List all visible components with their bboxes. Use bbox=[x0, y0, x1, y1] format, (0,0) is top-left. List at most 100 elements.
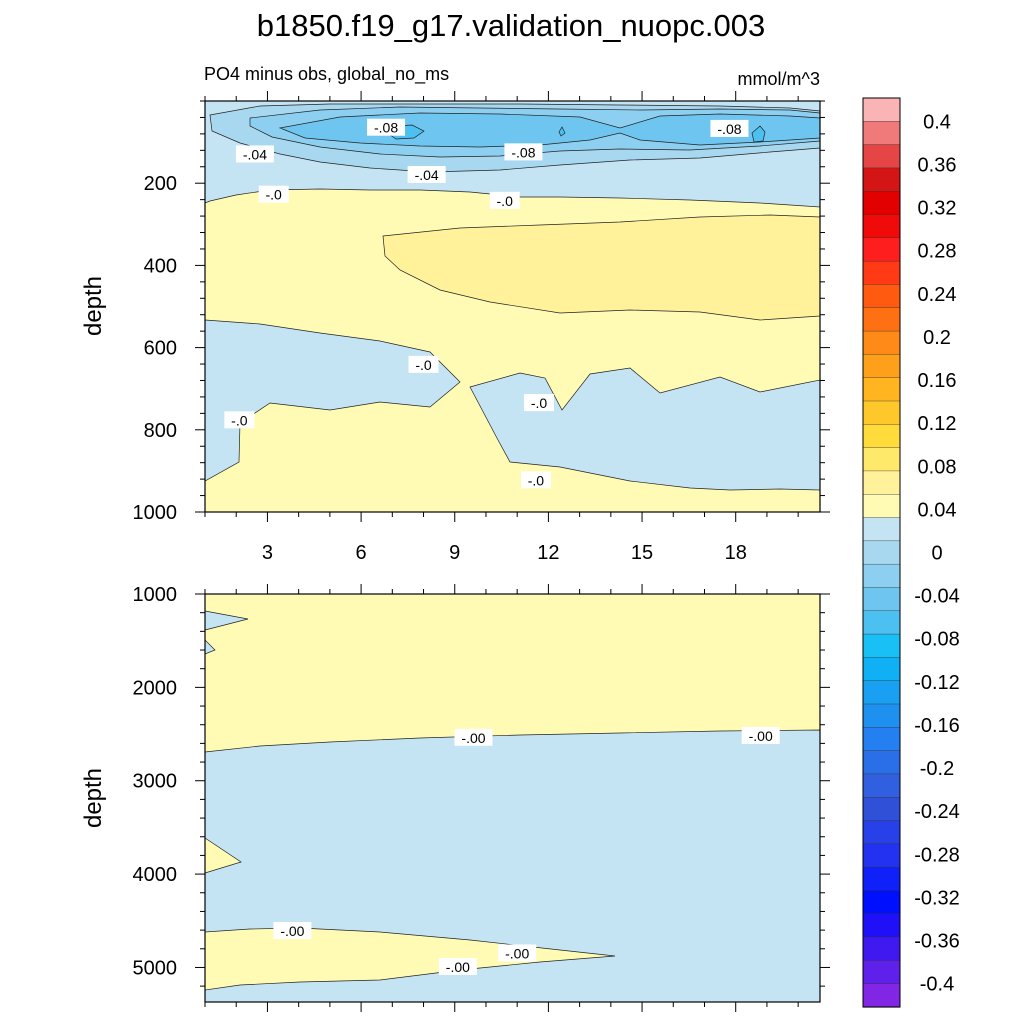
colorbar-swatch bbox=[862, 773, 901, 798]
x-tick-label: 3 bbox=[262, 542, 273, 564]
contour-label: -.00 bbox=[498, 944, 537, 962]
svg-text:-.0: -.0 bbox=[528, 472, 545, 488]
colorbar-label: 0.32 bbox=[918, 198, 957, 220]
lower-frame bbox=[204, 593, 821, 1003]
colorbar-swatch bbox=[862, 167, 901, 192]
x-tick-label: 9 bbox=[449, 542, 460, 564]
lower-panel: -.00 -.00 -.00 -.00 -.00 1000 2000 3000 4000 500… bbox=[80, 584, 830, 1012]
lower-ticks: 1000 2000 3000 4000 5000 bbox=[133, 584, 830, 1012]
colorbar-label: -0.28 bbox=[914, 844, 960, 866]
colorbar-label: -0.12 bbox=[914, 672, 960, 694]
colorbar-label: 0.28 bbox=[918, 241, 957, 263]
contour-label: -.00 bbox=[454, 728, 493, 746]
upper-fill-core-mid bbox=[558, 126, 566, 137]
colorbar-swatch bbox=[862, 214, 901, 239]
upper-fill-core-right bbox=[751, 125, 766, 143]
svg-text:-.08: -.08 bbox=[511, 144, 535, 160]
svg-text:-.04: -.04 bbox=[243, 146, 267, 162]
svg-text:-.0: -.0 bbox=[266, 187, 283, 203]
colorbar-swatch bbox=[862, 237, 901, 262]
colorbar-label: -0.08 bbox=[914, 629, 960, 651]
svg-text:-.0: -.0 bbox=[497, 193, 514, 209]
colorbar-label: 0.04 bbox=[918, 499, 957, 521]
svg-text:-.00: -.00 bbox=[505, 945, 529, 961]
y-tick-label: 3000 bbox=[133, 771, 178, 793]
contour-label: -.0 bbox=[520, 471, 551, 489]
svg-text:-.00: -.00 bbox=[749, 728, 773, 744]
svg-text:-.08: -.08 bbox=[717, 121, 741, 137]
colorbar-swatch bbox=[862, 447, 901, 472]
colorbar-swatch bbox=[862, 657, 901, 682]
colorbar-swatch bbox=[862, 913, 901, 938]
svg-text:-.0: -.0 bbox=[231, 412, 248, 428]
upper-ticks: 3 6 9 12 15 18 200 400 600 800 1000 bbox=[133, 91, 830, 564]
colorbar-label: 0.12 bbox=[918, 413, 957, 435]
colorbar-swatch bbox=[862, 144, 901, 169]
figure-title: b1850.f19_g17.validation_nuopc.003 bbox=[257, 8, 766, 43]
upper-contour-labels: -.08 -.08 -.08 -.04 -.04 -.0 -.0 -.0 -.0 -.0 -.0 bbox=[224, 118, 749, 489]
upper-frame bbox=[204, 100, 821, 513]
colorbar-swatch bbox=[862, 727, 901, 752]
svg-text:-.04: -.04 bbox=[415, 167, 439, 183]
colorbar-label: 0.4 bbox=[923, 111, 951, 133]
y-tick-label: 2000 bbox=[133, 677, 178, 699]
contour-label: -.08 bbox=[504, 143, 543, 161]
upper-panel: -.08 -.08 -.08 -.04 -.04 -.0 -.0 -.0 -.0 -.0 -.0 3… bbox=[80, 91, 830, 564]
colorbar-swatch bbox=[862, 191, 901, 216]
y-tick-label: 600 bbox=[144, 338, 177, 360]
contour-label: -.0 bbox=[408, 355, 439, 373]
upper-ylabel: depth bbox=[80, 276, 107, 336]
units-label: mmol/m^3 bbox=[738, 69, 820, 89]
svg-text:-.00: -.00 bbox=[280, 923, 304, 939]
panel-subtitle: PO4 minus obs, global_no_ms bbox=[204, 64, 449, 85]
colorbar-label: 0.2 bbox=[923, 327, 951, 349]
y-tick-label: 800 bbox=[144, 420, 177, 442]
colorbar-swatch bbox=[862, 470, 901, 495]
colorbar-label: 0 bbox=[931, 543, 942, 565]
y-tick-label: 200 bbox=[144, 173, 177, 195]
colorbar-label: -0.2 bbox=[920, 758, 954, 780]
colorbar-swatch bbox=[862, 354, 901, 379]
colorbar-swatch bbox=[862, 260, 901, 286]
colorbar-swatch bbox=[862, 610, 901, 635]
upper-fill-band-c bbox=[278, 112, 821, 148]
colorbar-label: -0.24 bbox=[914, 801, 960, 823]
contour-label: -.08 bbox=[367, 118, 406, 136]
x-tick-label: 12 bbox=[537, 542, 559, 564]
colorbar-swatch bbox=[862, 377, 901, 402]
contour-label: -.0 bbox=[258, 185, 289, 203]
x-tick-label: 6 bbox=[356, 542, 367, 564]
colorbar-swatch bbox=[862, 563, 901, 589]
colorbar-label: -0.36 bbox=[914, 931, 960, 953]
contour-label: -.00 bbox=[273, 922, 312, 940]
colorbar-swatch bbox=[862, 750, 901, 775]
colorbar-swatch bbox=[862, 703, 901, 728]
colorbar-swatch bbox=[862, 587, 901, 612]
colorbar-swatch bbox=[862, 400, 901, 425]
contour-label: -.00 bbox=[438, 957, 477, 975]
svg-text:-.0: -.0 bbox=[415, 357, 432, 373]
contour-label: -.08 bbox=[710, 119, 749, 137]
colorbar-label: 0.16 bbox=[918, 370, 957, 392]
colorbar-swatch bbox=[862, 820, 901, 845]
svg-text:-.00: -.00 bbox=[461, 730, 485, 746]
colorbar-label: -0.4 bbox=[920, 974, 954, 996]
lower-fill-deep-negative bbox=[204, 729, 821, 1003]
colorbar-swatch bbox=[862, 680, 901, 705]
colorbar-swatch bbox=[862, 494, 901, 519]
y-tick-label: 5000 bbox=[133, 957, 178, 979]
contour-label: -.04 bbox=[235, 145, 274, 163]
x-tick-label: 15 bbox=[631, 542, 653, 564]
colorbar-swatch bbox=[862, 540, 901, 565]
colorbar-swatch bbox=[862, 983, 901, 1008]
colorbar: 0.4 0.36 0.32 0.28 0.24 0.2 0.16 0.12 0.08 0.04 0 -… bbox=[862, 97, 960, 1008]
colorbar-swatch bbox=[862, 121, 901, 146]
colorbar-swatch bbox=[862, 633, 901, 658]
colorbar-swatch bbox=[862, 424, 901, 449]
colorbar-label: 0.36 bbox=[918, 154, 957, 176]
contour-label: -.04 bbox=[407, 165, 446, 183]
colorbar-label: -0.32 bbox=[914, 887, 960, 909]
x-tick-label: 18 bbox=[725, 542, 747, 564]
y-tick-label: 1000 bbox=[133, 584, 178, 606]
y-tick-label: 4000 bbox=[133, 864, 178, 886]
